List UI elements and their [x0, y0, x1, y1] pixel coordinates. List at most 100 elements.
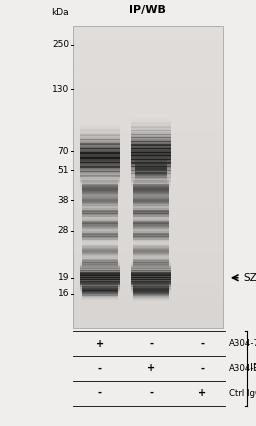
Bar [133, 215, 169, 216]
Bar [82, 180, 118, 181]
Bar [133, 215, 169, 216]
Bar [131, 161, 171, 162]
Bar [82, 255, 118, 256]
Bar [133, 265, 169, 266]
Bar [133, 235, 169, 236]
Bar [133, 266, 169, 267]
Bar [82, 245, 118, 246]
Bar [82, 212, 118, 213]
Bar [133, 212, 169, 213]
Bar [131, 262, 171, 263]
Bar [133, 280, 169, 281]
Bar [131, 288, 171, 289]
Bar [133, 227, 169, 228]
Bar [82, 251, 118, 252]
Bar [82, 207, 118, 208]
Bar [82, 203, 118, 204]
Bar [133, 280, 169, 281]
Bar [133, 282, 169, 283]
Bar [131, 267, 171, 268]
Bar [131, 184, 171, 186]
Bar [82, 219, 118, 220]
Bar [133, 199, 169, 200]
Bar [131, 165, 171, 167]
Bar [82, 214, 118, 215]
Bar [133, 193, 169, 194]
Bar [133, 202, 169, 203]
Bar [133, 256, 169, 257]
Bar [82, 231, 118, 232]
Bar [133, 288, 169, 289]
Bar [80, 273, 120, 275]
Bar [133, 223, 169, 224]
Bar [131, 292, 171, 293]
Bar [133, 214, 169, 215]
Bar [135, 157, 167, 158]
Bar [133, 195, 169, 196]
Bar [82, 297, 118, 298]
Bar [82, 287, 118, 288]
Bar [80, 188, 120, 190]
Bar [135, 158, 167, 159]
Text: -: - [98, 388, 102, 398]
Bar [133, 184, 169, 185]
Bar [82, 200, 118, 201]
Bar [82, 230, 118, 231]
Text: +: + [147, 363, 155, 374]
Bar [131, 153, 171, 154]
Bar [82, 219, 118, 220]
Bar [131, 187, 171, 189]
Bar [131, 122, 171, 124]
Bar [82, 250, 118, 251]
Bar [133, 194, 169, 195]
Bar [133, 206, 169, 207]
Bar [82, 285, 118, 286]
Bar [131, 269, 171, 270]
Bar [82, 204, 118, 205]
Bar [82, 243, 118, 244]
Bar [135, 170, 167, 171]
Bar [133, 251, 169, 252]
Bar [131, 147, 171, 149]
Bar [82, 205, 118, 206]
Bar [80, 268, 120, 269]
Bar [135, 165, 167, 166]
Bar [82, 295, 118, 296]
Bar [133, 205, 169, 206]
Bar [131, 262, 171, 264]
Bar [82, 290, 118, 291]
Bar [82, 252, 118, 253]
Bar [82, 192, 118, 193]
Bar [133, 230, 169, 231]
Bar [82, 209, 118, 210]
Bar [82, 232, 118, 233]
Bar [82, 200, 118, 201]
Bar [133, 230, 169, 231]
Bar [82, 232, 118, 233]
Bar [82, 228, 118, 229]
Bar [80, 266, 120, 267]
Bar [82, 217, 118, 218]
Bar [131, 272, 171, 273]
Bar [80, 148, 120, 150]
Bar [82, 204, 118, 205]
Bar [80, 130, 120, 132]
Bar [133, 229, 169, 230]
Bar [135, 182, 167, 183]
Bar [82, 231, 118, 232]
Bar [82, 244, 118, 245]
Bar [131, 130, 171, 132]
Bar [133, 257, 169, 258]
Bar [73, 283, 223, 298]
Bar [133, 231, 169, 232]
Bar [133, 256, 169, 257]
Bar [80, 290, 120, 291]
Bar [82, 261, 118, 262]
Bar [82, 226, 118, 227]
Bar [133, 230, 169, 231]
Bar [133, 186, 169, 187]
Bar [133, 297, 169, 298]
Bar [133, 189, 169, 190]
Bar [82, 296, 118, 297]
Bar [133, 243, 169, 244]
